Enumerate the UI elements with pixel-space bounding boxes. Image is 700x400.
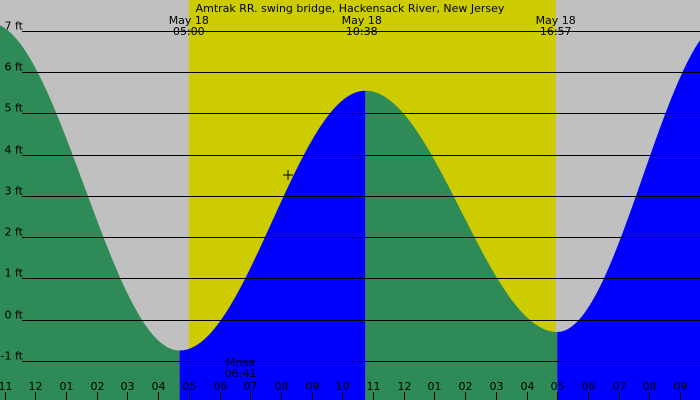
tide-date-label: May 18 xyxy=(342,14,382,27)
y-tick-label: 6 ft xyxy=(5,61,24,74)
x-tick-label: 06 xyxy=(214,380,228,393)
falling-tide-area xyxy=(0,25,180,400)
y-tick-label: 0 ft xyxy=(5,309,24,322)
moon-event-time: 06:41 xyxy=(225,367,257,380)
rising-tide-area xyxy=(557,40,700,400)
y-tick-label: 2 ft xyxy=(5,226,24,239)
tide-areas xyxy=(0,25,700,400)
x-tick-label: 05 xyxy=(183,380,197,393)
x-tick-label: 03 xyxy=(490,380,504,393)
x-tick-label: 11 xyxy=(367,380,381,393)
x-tick-label: 12 xyxy=(398,380,412,393)
tide-date-label: May 18 xyxy=(536,14,576,27)
x-tick-label: 08 xyxy=(643,380,657,393)
x-tick-label: 01 xyxy=(428,380,442,393)
grid-lines xyxy=(22,31,700,362)
tide-time-label: 05:00 xyxy=(173,25,205,38)
y-tick-label: 5 ft xyxy=(5,102,24,115)
tide-time-label: 16:57 xyxy=(540,25,572,38)
x-tick-label: 05 xyxy=(551,380,565,393)
y-tick-label: -1 ft xyxy=(1,350,24,363)
y-tick-label: 1 ft xyxy=(5,267,24,280)
x-tick-label: 07 xyxy=(613,380,627,393)
x-tick-label: 04 xyxy=(521,380,535,393)
x-tick-label: 01 xyxy=(60,380,74,393)
y-tick-label: 7 ft xyxy=(5,20,24,33)
x-tick-label: 10 xyxy=(336,380,350,393)
x-tick-label: 12 xyxy=(29,380,43,393)
x-tick-label: 06 xyxy=(582,380,596,393)
x-tick-label: 07 xyxy=(244,380,258,393)
tide-date-label: May 18 xyxy=(169,14,209,27)
x-axis-ticks: 11 12 01 02 03 04 05 06 07 08 09 10 11 12 01 02 03 04 05 06… xyxy=(0,380,688,400)
x-tick-label: 02 xyxy=(459,380,473,393)
y-tick-labels: -1 ft 0 ft 1 ft 2 ft 3 ft 4 ft 5 ft 6 ft 7 ft xyxy=(1,20,24,363)
x-tick-label: 03 xyxy=(121,380,135,393)
y-tick-label: 3 ft xyxy=(5,185,24,198)
x-tick-label: 02 xyxy=(91,380,105,393)
tide-time-label: 10:38 xyxy=(346,25,378,38)
moon-event-name: Mnsa xyxy=(226,356,255,369)
chart-title: Amtrak RR. swing bridge, Hackensack Rive… xyxy=(196,2,505,15)
x-tick-label: 11 xyxy=(0,380,13,393)
y-tick-label: 4 ft xyxy=(5,144,24,157)
x-tick-label: 09 xyxy=(674,380,688,393)
x-tick-label: 08 xyxy=(275,380,289,393)
x-tick-label: 04 xyxy=(152,380,166,393)
x-tick-label: 09 xyxy=(306,380,320,393)
falling-tide-area xyxy=(365,90,558,400)
crosshair-cursor xyxy=(283,170,293,180)
rising-tide-area xyxy=(179,90,366,400)
